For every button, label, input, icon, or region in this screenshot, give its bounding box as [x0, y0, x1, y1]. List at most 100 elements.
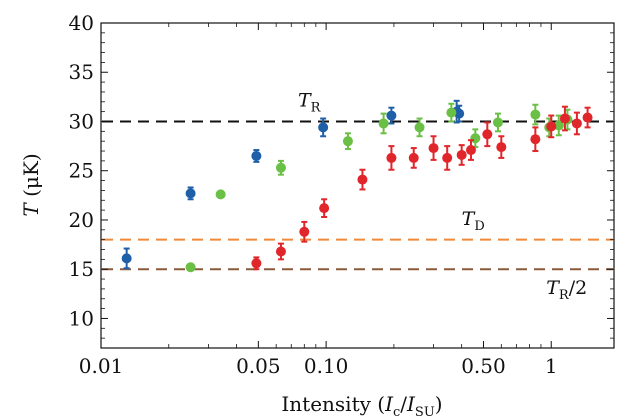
plot-frame	[100, 22, 615, 349]
marker	[275, 162, 286, 173]
data-point-series-0	[454, 104, 465, 123]
marker	[357, 174, 368, 185]
marker	[275, 246, 286, 257]
x-tick-label: 0.05	[236, 354, 281, 378]
marker	[496, 142, 507, 153]
ref-label-var: T	[546, 277, 560, 299]
marker	[414, 122, 425, 133]
y-tick-label: 35	[69, 60, 94, 84]
marker	[553, 120, 564, 131]
data-point-series-2	[408, 147, 419, 169]
marker	[456, 149, 467, 160]
y-tick-label: 25	[69, 159, 94, 183]
ref-label-TR2: TR/2	[546, 277, 587, 303]
marker	[251, 258, 262, 269]
ref-label-var: T	[298, 90, 312, 112]
x-axis-title-sub1: c	[393, 405, 400, 418]
marker	[215, 189, 226, 200]
data-point-series-2	[275, 242, 286, 261]
data-point-series-2	[546, 114, 557, 139]
x-axis-title: Intensity (Ic/ISU)	[281, 392, 442, 418]
marker	[318, 122, 329, 133]
marker	[408, 152, 419, 163]
data-point-series-1	[185, 262, 196, 273]
marker	[530, 109, 541, 120]
data-point-series-2	[571, 111, 582, 136]
data-point-series-1	[275, 159, 286, 176]
data-point-series-2	[357, 168, 368, 191]
marker	[342, 136, 353, 147]
data-point-series-1	[215, 189, 226, 200]
data-point-series-2	[482, 121, 493, 148]
marker	[582, 112, 593, 123]
marker	[454, 108, 465, 119]
ref-label-sub: D	[474, 219, 484, 234]
reference-lines	[102, 120, 613, 271]
marker	[465, 145, 476, 156]
data-point-series-2	[386, 145, 397, 171]
data-point-series-2	[299, 220, 310, 243]
data-point-series-2	[319, 198, 330, 219]
data-point-series-1	[492, 112, 503, 133]
data-point-series-2	[251, 256, 262, 271]
marker	[185, 188, 196, 199]
ref-label-suffix: /2	[569, 277, 588, 299]
x-axis-ticks: 0.01 0.05 0.10 0.50 1	[79, 23, 558, 378]
marker	[428, 143, 439, 154]
data-points	[121, 99, 593, 273]
y-axis-title-var: T	[19, 202, 43, 217]
data-point-series-0	[386, 106, 397, 125]
data-point-series-1	[378, 112, 389, 135]
data-point-series-2	[582, 106, 593, 129]
data-point-series-0	[185, 186, 196, 201]
y-tick-label: 15	[69, 257, 94, 281]
x-axis-title-slash: /	[400, 392, 407, 416]
data-point-series-0	[318, 117, 329, 138]
marker	[442, 152, 453, 163]
marker	[571, 118, 582, 129]
data-point-series-2	[559, 105, 570, 132]
x-tick-label: 1	[545, 354, 558, 378]
y-tick-label: 20	[69, 208, 94, 232]
data-point-series-1	[342, 132, 353, 151]
data-point-series-1	[414, 117, 425, 138]
x-tick-label: 0.50	[461, 354, 506, 378]
data-point-series-2	[428, 135, 439, 161]
marker	[446, 107, 457, 118]
data-point-series-0	[121, 247, 132, 270]
ref-label-TR: TR	[298, 90, 322, 116]
marker	[121, 253, 132, 264]
marker	[386, 110, 397, 121]
marker	[546, 121, 557, 132]
ref-label-sub: R	[311, 101, 322, 116]
x-tick-label: 0.10	[304, 354, 349, 378]
marker	[378, 118, 389, 129]
y-axis-title-unit: (μK)	[19, 153, 43, 203]
y-tick-label: 30	[69, 109, 94, 133]
ref-label-TD: TD	[462, 208, 485, 234]
y-tick-label: 40	[69, 11, 94, 35]
marker	[386, 152, 397, 163]
y-axis-title: T (μK)	[19, 153, 43, 216]
data-point-series-2	[456, 144, 467, 166]
data-point-series-0	[251, 149, 262, 163]
data-point-series-2	[496, 135, 507, 159]
ref-label-sub: R	[559, 288, 570, 303]
marker	[319, 203, 330, 214]
x-axis-title-sub2: SU	[415, 405, 435, 418]
x-tick-label: 0.01	[79, 354, 124, 378]
y-axis-ticks: 10 15 20 25 30 35 40	[69, 11, 614, 339]
data-point-series-1	[553, 114, 564, 137]
marker	[492, 117, 503, 128]
marker	[299, 226, 310, 237]
x-axis-title-var1: I	[384, 392, 394, 416]
marker	[559, 113, 570, 124]
x-axis-title-suffix: )	[435, 392, 443, 416]
ref-label-var: T	[462, 208, 476, 230]
data-point-series-1	[446, 102, 457, 123]
data-point-series-2	[442, 145, 453, 171]
x-axis-title-var2: I	[406, 392, 416, 416]
data-point-series-2	[465, 139, 476, 161]
marker	[530, 134, 541, 145]
